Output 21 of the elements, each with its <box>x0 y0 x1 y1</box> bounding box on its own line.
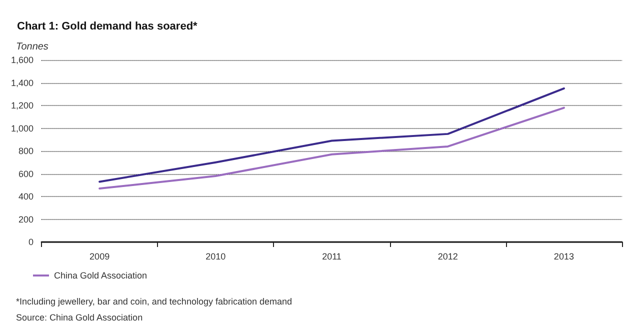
y-tick-label: 1,200 <box>10 100 34 110</box>
line-series <box>98 106 565 190</box>
x-tick-label: 2012 <box>438 252 458 262</box>
y-axis-title: Tonnes <box>16 42 48 52</box>
y-tick-label: 0 <box>28 237 34 247</box>
y-tick-label: 800 <box>18 146 34 156</box>
y-tick-label: 400 <box>18 192 34 202</box>
text: *Including jewellery, bar and coin, and technology fabrication demand <box>16 296 292 306</box>
x-tick-label: 2011 <box>322 252 342 262</box>
x-tick-label: 2013 <box>554 252 574 262</box>
y-tick-label: 200 <box>18 214 34 224</box>
x-tick-label: 2009 <box>90 252 110 262</box>
y-tick-label: 600 <box>18 168 34 179</box>
y-tick-label: 1,600 <box>10 55 34 65</box>
chart-title: Chart 1: Gold demand has soared* <box>17 20 198 32</box>
line-series <box>98 87 565 183</box>
y-tick-label: 1,000 <box>10 123 34 134</box>
y-tick-label: 1,400 <box>10 78 34 88</box>
source-note: Source: China Gold Association <box>16 312 143 322</box>
legend-label: China Gold Association <box>54 270 148 280</box>
x-tick-label: 2010 <box>206 252 226 262</box>
